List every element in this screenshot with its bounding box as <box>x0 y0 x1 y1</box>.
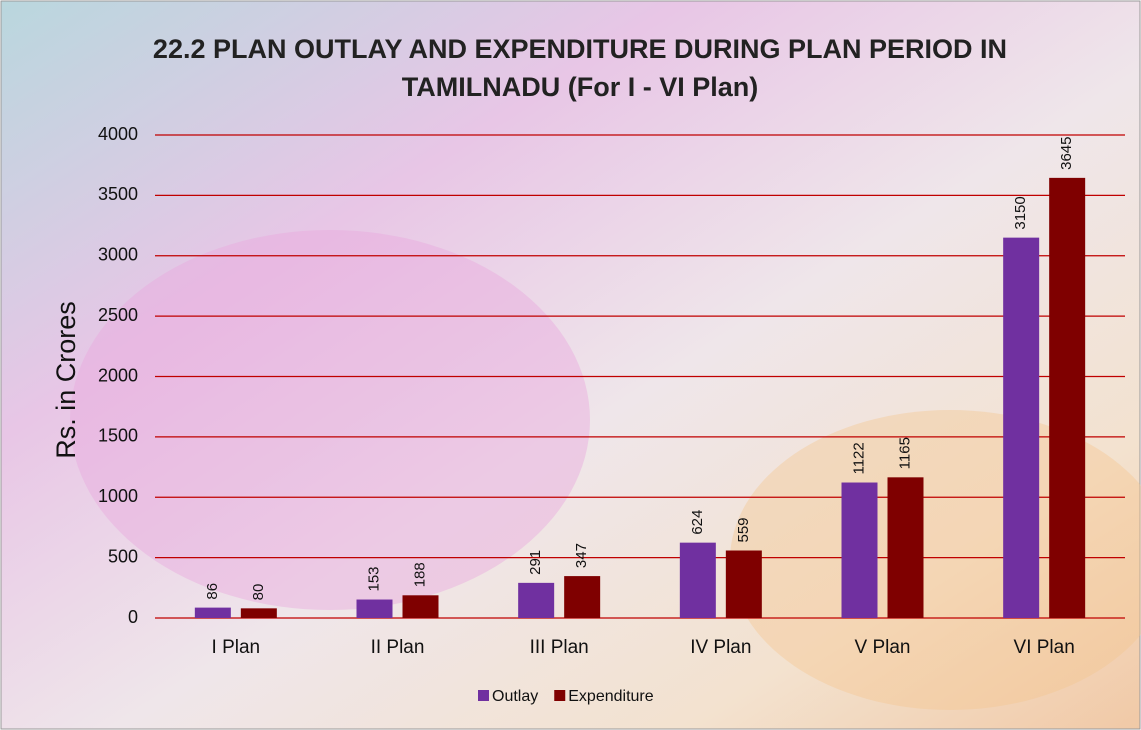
value-label: 624 <box>689 510 706 535</box>
x-tick-label: IV Plan <box>690 637 751 658</box>
value-label: 80 <box>250 584 267 601</box>
value-label: 3645 <box>1058 136 1075 169</box>
value-label: 188 <box>411 562 428 587</box>
legend-label: Expenditure <box>568 688 653 705</box>
value-label: 1122 <box>850 442 867 474</box>
value-label: 3150 <box>1012 196 1029 229</box>
bar <box>725 550 762 618</box>
bar <box>356 599 393 618</box>
legend-swatch <box>554 690 566 701</box>
y-tick-label: 2500 <box>98 305 138 325</box>
bar <box>564 576 601 618</box>
bar <box>887 477 924 618</box>
chart-title: 22.2 PLAN OUTLAY AND EXPENDITURE DURING … <box>152 34 1008 102</box>
y-tick-label: 1500 <box>98 426 138 446</box>
y-tick-label: 3500 <box>98 184 138 204</box>
bar <box>240 608 277 618</box>
x-tick-label: I Plan <box>212 637 261 658</box>
bar <box>841 482 878 618</box>
value-label: 347 <box>573 543 590 568</box>
bar <box>1049 177 1086 618</box>
value-label: 291 <box>527 550 544 575</box>
bar <box>1003 237 1040 618</box>
y-tick-label: 2000 <box>98 365 138 385</box>
bar <box>518 582 555 618</box>
y-tick-label: 0 <box>128 607 138 627</box>
bar <box>679 542 716 618</box>
value-label: 1165 <box>896 437 913 469</box>
x-tick-label: II Plan <box>371 637 425 658</box>
value-label: 559 <box>735 517 752 542</box>
legend-swatch <box>478 690 489 701</box>
legend-label: Outlay <box>492 688 538 705</box>
value-label: 86 <box>204 583 221 600</box>
decoration <box>70 230 590 610</box>
y-axis-label: Rs. in Crores <box>51 301 81 459</box>
x-tick-label: VI Plan <box>1014 637 1075 658</box>
value-label: 153 <box>365 566 382 591</box>
y-tick-label: 4000 <box>98 124 138 144</box>
bar <box>194 607 231 618</box>
y-tick-label: 1000 <box>98 486 138 506</box>
y-tick-label: 3000 <box>98 245 138 265</box>
bar <box>402 595 439 618</box>
x-tick-label: V Plan <box>855 637 911 658</box>
y-tick-label: 500 <box>108 546 138 566</box>
x-tick-label: III Plan <box>530 637 589 658</box>
